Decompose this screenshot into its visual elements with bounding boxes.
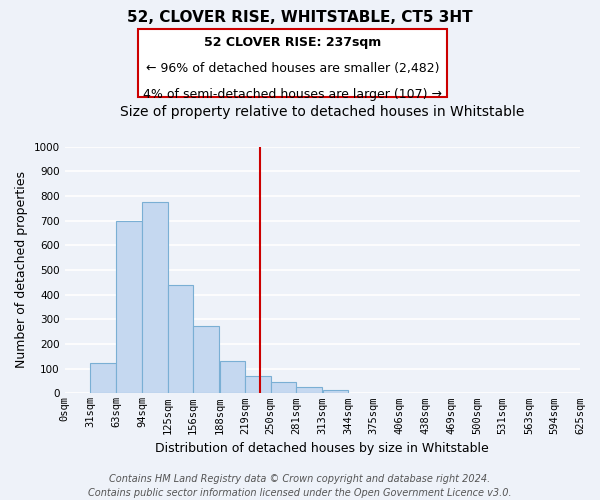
Text: 52, CLOVER RISE, WHITSTABLE, CT5 3HT: 52, CLOVER RISE, WHITSTABLE, CT5 3HT [127, 10, 473, 25]
Text: ← 96% of detached houses are smaller (2,482): ← 96% of detached houses are smaller (2,… [146, 62, 439, 74]
Bar [116, 220, 142, 394]
Bar [245, 376, 271, 394]
Bar [142, 202, 167, 394]
X-axis label: Distribution of detached houses by size in Whitstable: Distribution of detached houses by size … [155, 442, 489, 455]
Bar [167, 285, 193, 394]
Bar [193, 326, 219, 394]
Text: Contains HM Land Registry data © Crown copyright and database right 2024.
Contai: Contains HM Land Registry data © Crown c… [88, 474, 512, 498]
Bar [271, 382, 296, 394]
Text: 52 CLOVER RISE: 237sqm: 52 CLOVER RISE: 237sqm [204, 36, 381, 49]
Bar [90, 362, 116, 394]
Bar [323, 390, 348, 394]
Text: 4% of semi-detached houses are larger (107) →: 4% of semi-detached houses are larger (1… [143, 88, 442, 101]
Title: Size of property relative to detached houses in Whitstable: Size of property relative to detached ho… [120, 105, 524, 119]
Bar [296, 387, 322, 394]
Bar [220, 360, 245, 394]
Y-axis label: Number of detached properties: Number of detached properties [15, 172, 28, 368]
